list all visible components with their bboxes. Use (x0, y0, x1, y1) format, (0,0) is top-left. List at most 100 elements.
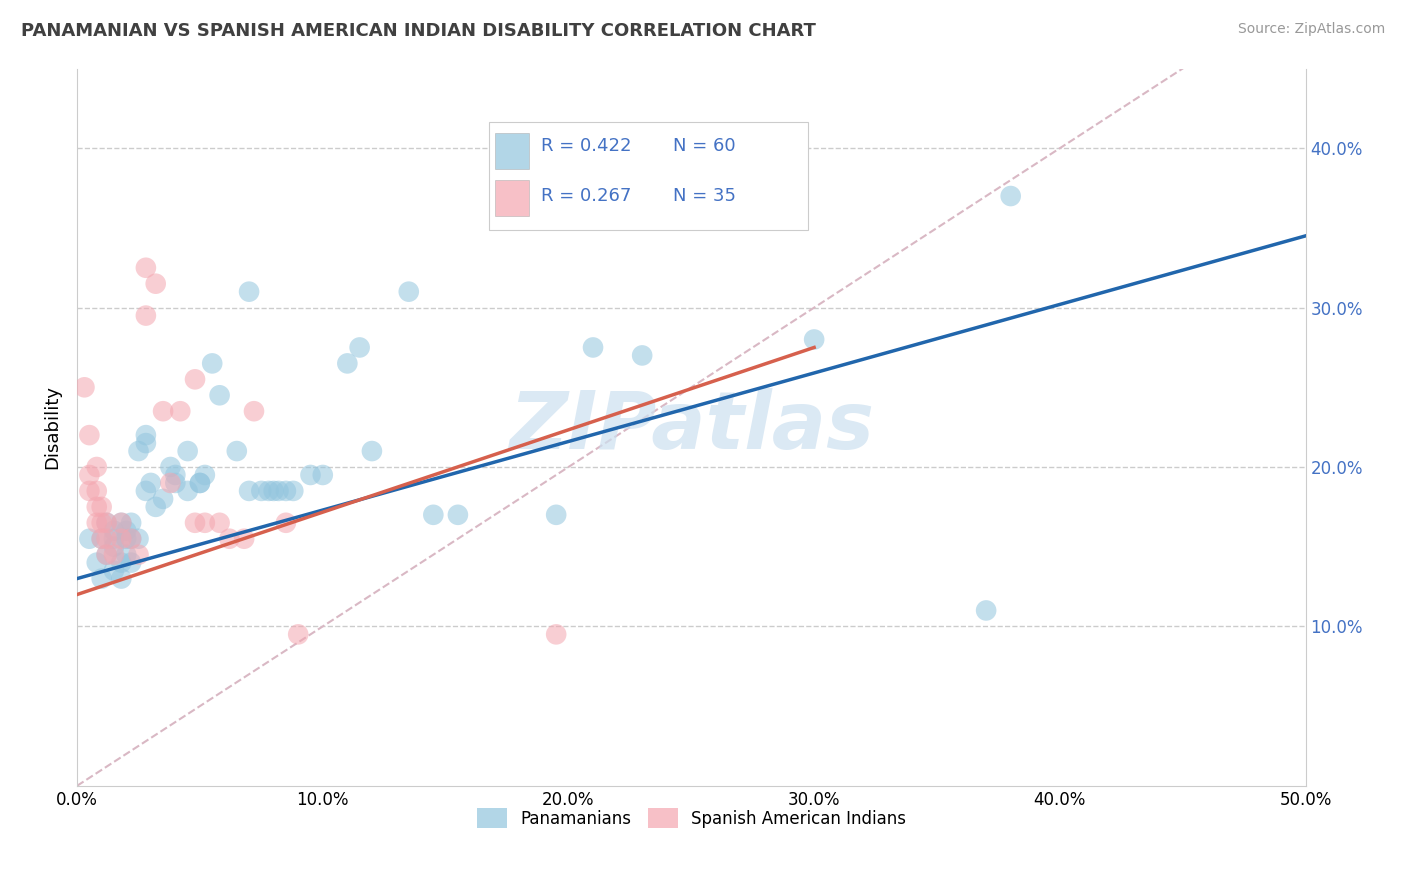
Point (208, 516, 231, 530)
Point (135, 260, 157, 275)
Point (447, 508, 470, 522)
Point (90, 532, 112, 546)
Point (312, 467, 335, 482)
Point (86, 556, 108, 570)
Point (257, 483, 280, 498)
Point (115, 548, 138, 562)
Y-axis label: Disability: Disability (44, 385, 60, 469)
Text: R = 0.267: R = 0.267 (541, 187, 631, 205)
Point (135, 436, 157, 450)
Point (103, 540, 125, 554)
Point (90, 516, 112, 530)
Point (96, 516, 118, 530)
Point (274, 483, 297, 498)
Point (103, 524, 125, 538)
Point (152, 404, 174, 418)
Point (631, 348, 654, 362)
Point (145, 277, 167, 291)
Point (546, 627, 568, 641)
Point (287, 627, 309, 641)
Point (79, 483, 101, 498)
Point (299, 467, 322, 482)
Point (103, 548, 125, 562)
Point (225, 444, 247, 458)
Point (159, 475, 181, 490)
Point (103, 532, 125, 546)
Point (90, 500, 112, 514)
Point (115, 532, 138, 546)
Point (165, 467, 187, 482)
Point (169, 404, 191, 418)
Point (120, 532, 142, 546)
Point (152, 491, 174, 506)
Point (120, 532, 142, 546)
Point (145, 500, 167, 514)
Point (135, 428, 157, 442)
Point (128, 532, 150, 546)
Point (86, 483, 108, 498)
Point (184, 372, 207, 386)
Point (263, 483, 285, 498)
Point (110, 532, 132, 546)
Point (336, 356, 359, 370)
Point (1000, 189, 1022, 203)
Point (135, 309, 157, 323)
Point (349, 341, 371, 355)
Point (208, 388, 231, 402)
Point (194, 516, 217, 530)
Point (86, 500, 108, 514)
Point (73, 380, 96, 394)
Text: R = 0.422: R = 0.422 (541, 137, 631, 155)
Point (188, 475, 211, 490)
Point (139, 475, 162, 490)
Point (267, 483, 290, 498)
Point (250, 483, 273, 498)
Text: PANAMANIAN VS SPANISH AMERICAN INDIAN DISABILITY CORRELATION CHART: PANAMANIAN VS SPANISH AMERICAN INDIAN DI… (21, 22, 815, 40)
Point (86, 460, 108, 475)
Point (546, 508, 568, 522)
Point (79, 467, 101, 482)
Point (238, 483, 260, 498)
Point (188, 475, 211, 490)
Point (128, 548, 150, 562)
Point (110, 556, 132, 570)
Point (135, 483, 157, 498)
Text: N = 35: N = 35 (673, 187, 735, 205)
Point (233, 532, 256, 546)
Text: N = 60: N = 60 (673, 137, 735, 155)
Point (194, 467, 217, 482)
Point (110, 516, 132, 530)
Point (165, 475, 187, 490)
Point (184, 516, 207, 530)
Point (398, 285, 420, 299)
Point (974, 603, 997, 617)
Point (90, 532, 112, 546)
Point (176, 483, 198, 498)
Point (96, 516, 118, 530)
Point (90, 572, 112, 586)
Point (86, 516, 108, 530)
Point (79, 428, 101, 442)
Point (803, 333, 825, 347)
Text: ZIPatlas: ZIPatlas (509, 388, 873, 467)
Point (120, 556, 142, 570)
FancyBboxPatch shape (495, 133, 529, 169)
Point (176, 444, 198, 458)
Point (96, 532, 118, 546)
FancyBboxPatch shape (489, 122, 808, 230)
Point (128, 444, 150, 458)
Point (283, 483, 305, 498)
Point (201, 356, 224, 370)
Point (96, 548, 118, 562)
Point (218, 532, 240, 546)
Point (120, 516, 142, 530)
Legend: Panamanians, Spanish American Indians: Panamanians, Spanish American Indians (470, 801, 912, 835)
Point (422, 508, 444, 522)
Point (110, 516, 132, 530)
Point (243, 404, 266, 418)
Point (115, 524, 138, 538)
FancyBboxPatch shape (495, 179, 529, 216)
Point (274, 516, 297, 530)
Point (96, 548, 118, 562)
Point (361, 444, 384, 458)
